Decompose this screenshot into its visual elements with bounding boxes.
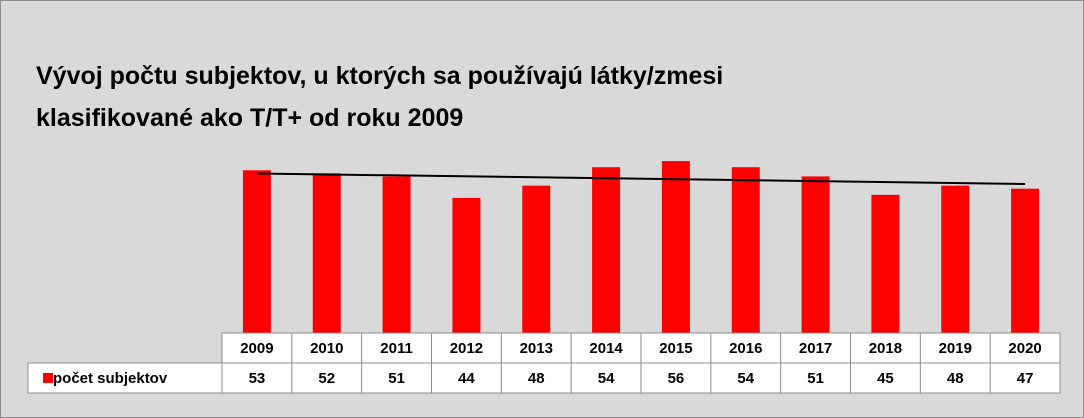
x-tick-label: 2017 — [799, 340, 832, 357]
bar — [731, 167, 760, 333]
x-tick-label: 2010 — [310, 340, 343, 357]
x-tick-label: 2016 — [729, 340, 762, 357]
bar — [522, 185, 551, 333]
legend-label: počet subjektov — [53, 370, 168, 387]
data-label: 53 — [249, 370, 266, 387]
bar — [661, 161, 690, 333]
bar — [871, 194, 900, 333]
x-tick-label: 2014 — [589, 340, 623, 357]
x-tick-label: 2019 — [939, 340, 972, 357]
chart-title: Vývoj počtu subjektov, u ktorých sa použ… — [36, 62, 723, 90]
data-label: 47 — [1017, 370, 1034, 387]
data-label: 44 — [458, 370, 475, 387]
data-label: 54 — [598, 370, 615, 387]
legend-swatch — [43, 373, 53, 383]
bar — [242, 170, 271, 333]
bar — [312, 173, 341, 333]
data-label: 45 — [877, 370, 894, 387]
x-tick-label: 2011 — [380, 340, 413, 357]
bar — [452, 197, 481, 333]
data-label: 51 — [388, 370, 405, 387]
data-label: 52 — [318, 370, 335, 387]
bar — [592, 167, 621, 333]
data-label: 48 — [947, 370, 964, 387]
x-tick-label: 2020 — [1008, 340, 1041, 357]
table-data-row — [27, 362, 1061, 394]
x-tick-label: 2015 — [659, 340, 692, 357]
data-label: 51 — [807, 370, 824, 387]
data-label: 54 — [737, 370, 754, 387]
x-tick-label: 2018 — [869, 340, 902, 357]
bar — [382, 176, 411, 333]
x-tick-label: 2009 — [240, 340, 273, 357]
chart-title: klasifikované ako T/T+ od roku 2009 — [36, 104, 463, 132]
x-tick-label: 2013 — [520, 340, 553, 357]
x-tick-label: 2012 — [450, 340, 483, 357]
data-label: 48 — [528, 370, 545, 387]
bar — [1011, 188, 1040, 333]
bar — [941, 185, 970, 333]
data-label: 56 — [668, 370, 685, 387]
bar — [801, 176, 830, 333]
trendline — [256, 172, 1026, 185]
